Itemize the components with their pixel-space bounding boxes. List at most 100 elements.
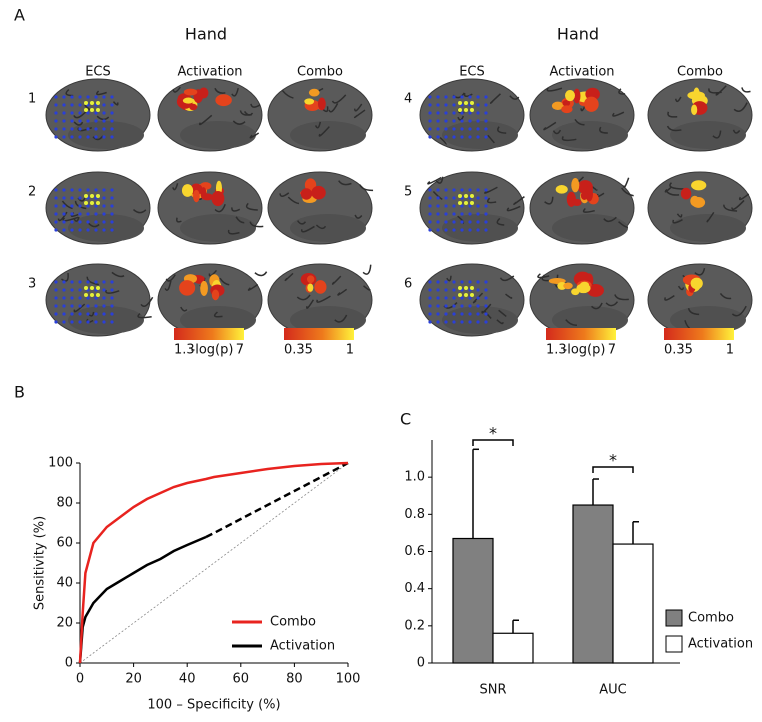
electrode: [484, 188, 488, 192]
y-tick-label: 0: [417, 656, 425, 671]
brain-image: [529, 263, 635, 337]
sulcus: [723, 204, 738, 212]
electrode: [102, 119, 106, 123]
activation-blob: [183, 88, 198, 96]
electrode: [86, 312, 90, 316]
sulcus: [239, 110, 252, 116]
electrode: [468, 320, 472, 324]
electrode: [444, 304, 448, 308]
electrode: [110, 280, 114, 284]
sulcus: [316, 295, 331, 303]
brain-image: [267, 78, 373, 152]
activation-blob: [181, 184, 194, 197]
electrode: [70, 220, 74, 224]
x-tick-label: SNR: [479, 683, 506, 698]
sulcus: [88, 222, 100, 228]
sulcus: [544, 196, 554, 205]
activation-blob: [193, 189, 200, 203]
sulcus: [176, 217, 182, 223]
electrode: [436, 103, 440, 107]
activation-blob: [580, 191, 588, 200]
sulcus: [112, 101, 119, 106]
electrode: [428, 288, 432, 292]
electrode: [94, 188, 98, 192]
activation-blob: [691, 104, 698, 116]
electrode: [468, 312, 472, 316]
electrode: [452, 280, 456, 284]
electrode: [436, 196, 440, 200]
electrode: [444, 212, 448, 216]
sulcus: [284, 272, 294, 282]
brain-image: [267, 263, 373, 337]
electrode: [86, 220, 90, 224]
sulcus: [301, 225, 315, 233]
electrode-hit: [458, 101, 462, 105]
sulcus: [359, 184, 374, 192]
brain-lobe: [552, 214, 628, 242]
electrode-hit: [90, 293, 94, 297]
sulcus: [180, 306, 188, 312]
sulcus: [306, 299, 315, 309]
colorbar-max: 7: [236, 343, 244, 358]
column-header: Activation: [549, 65, 614, 80]
row-number: 1: [28, 92, 36, 107]
row-number: 3: [28, 277, 36, 292]
electrode: [110, 320, 114, 324]
electrode: [78, 196, 82, 200]
electrode: [484, 312, 488, 316]
electrode: [54, 288, 58, 292]
electrode: [436, 188, 440, 192]
electrode: [62, 135, 66, 139]
electrode: [476, 220, 480, 224]
electrode: [70, 196, 74, 200]
electrode: [444, 220, 448, 224]
sulcus: [73, 121, 84, 126]
electrode: [86, 95, 90, 99]
electrode: [54, 196, 58, 200]
sulcus: [334, 314, 348, 323]
sulcus: [457, 115, 465, 121]
sulcus: [621, 187, 634, 197]
sulcus: [463, 92, 473, 98]
sulcus: [165, 274, 176, 282]
brain-lobe: [442, 214, 518, 242]
series-line: [78, 535, 207, 664]
electrode: [70, 135, 74, 139]
electrode: [54, 212, 58, 216]
bar: [612, 543, 654, 664]
y-tick-label: 1.0: [404, 470, 425, 485]
electrode: [86, 296, 90, 300]
activation-blob: [307, 283, 314, 292]
electrode: [62, 220, 66, 224]
sulcus: [92, 135, 104, 141]
electrode: [428, 304, 432, 308]
electrode: [94, 111, 98, 115]
electrode: [62, 288, 66, 292]
sulcus: [198, 114, 213, 126]
electrode: [476, 288, 480, 292]
y-tick-label: 0.8: [404, 507, 425, 522]
sulcus: [322, 106, 329, 113]
sulcus: [439, 137, 447, 146]
electrode-hit: [90, 194, 94, 198]
electrode: [78, 135, 82, 139]
electrode: [444, 103, 448, 107]
electrode: [70, 127, 74, 131]
electrode: [428, 135, 432, 139]
electrode: [62, 228, 66, 232]
colorbar: [284, 328, 354, 340]
electrode: [444, 296, 448, 300]
activation-blob: [190, 183, 203, 196]
electrode-hit: [464, 101, 468, 105]
activation-blob: [200, 187, 207, 200]
electrode-hit: [458, 108, 462, 112]
brain-lobe: [670, 214, 746, 242]
electrode: [484, 95, 488, 99]
sulcus: [499, 275, 515, 282]
electrode: [102, 296, 106, 300]
electrode: [78, 304, 82, 308]
sulcus: [281, 90, 294, 99]
sulcus: [546, 87, 563, 92]
activation-blob: [584, 96, 599, 112]
sulcus: [561, 135, 577, 142]
